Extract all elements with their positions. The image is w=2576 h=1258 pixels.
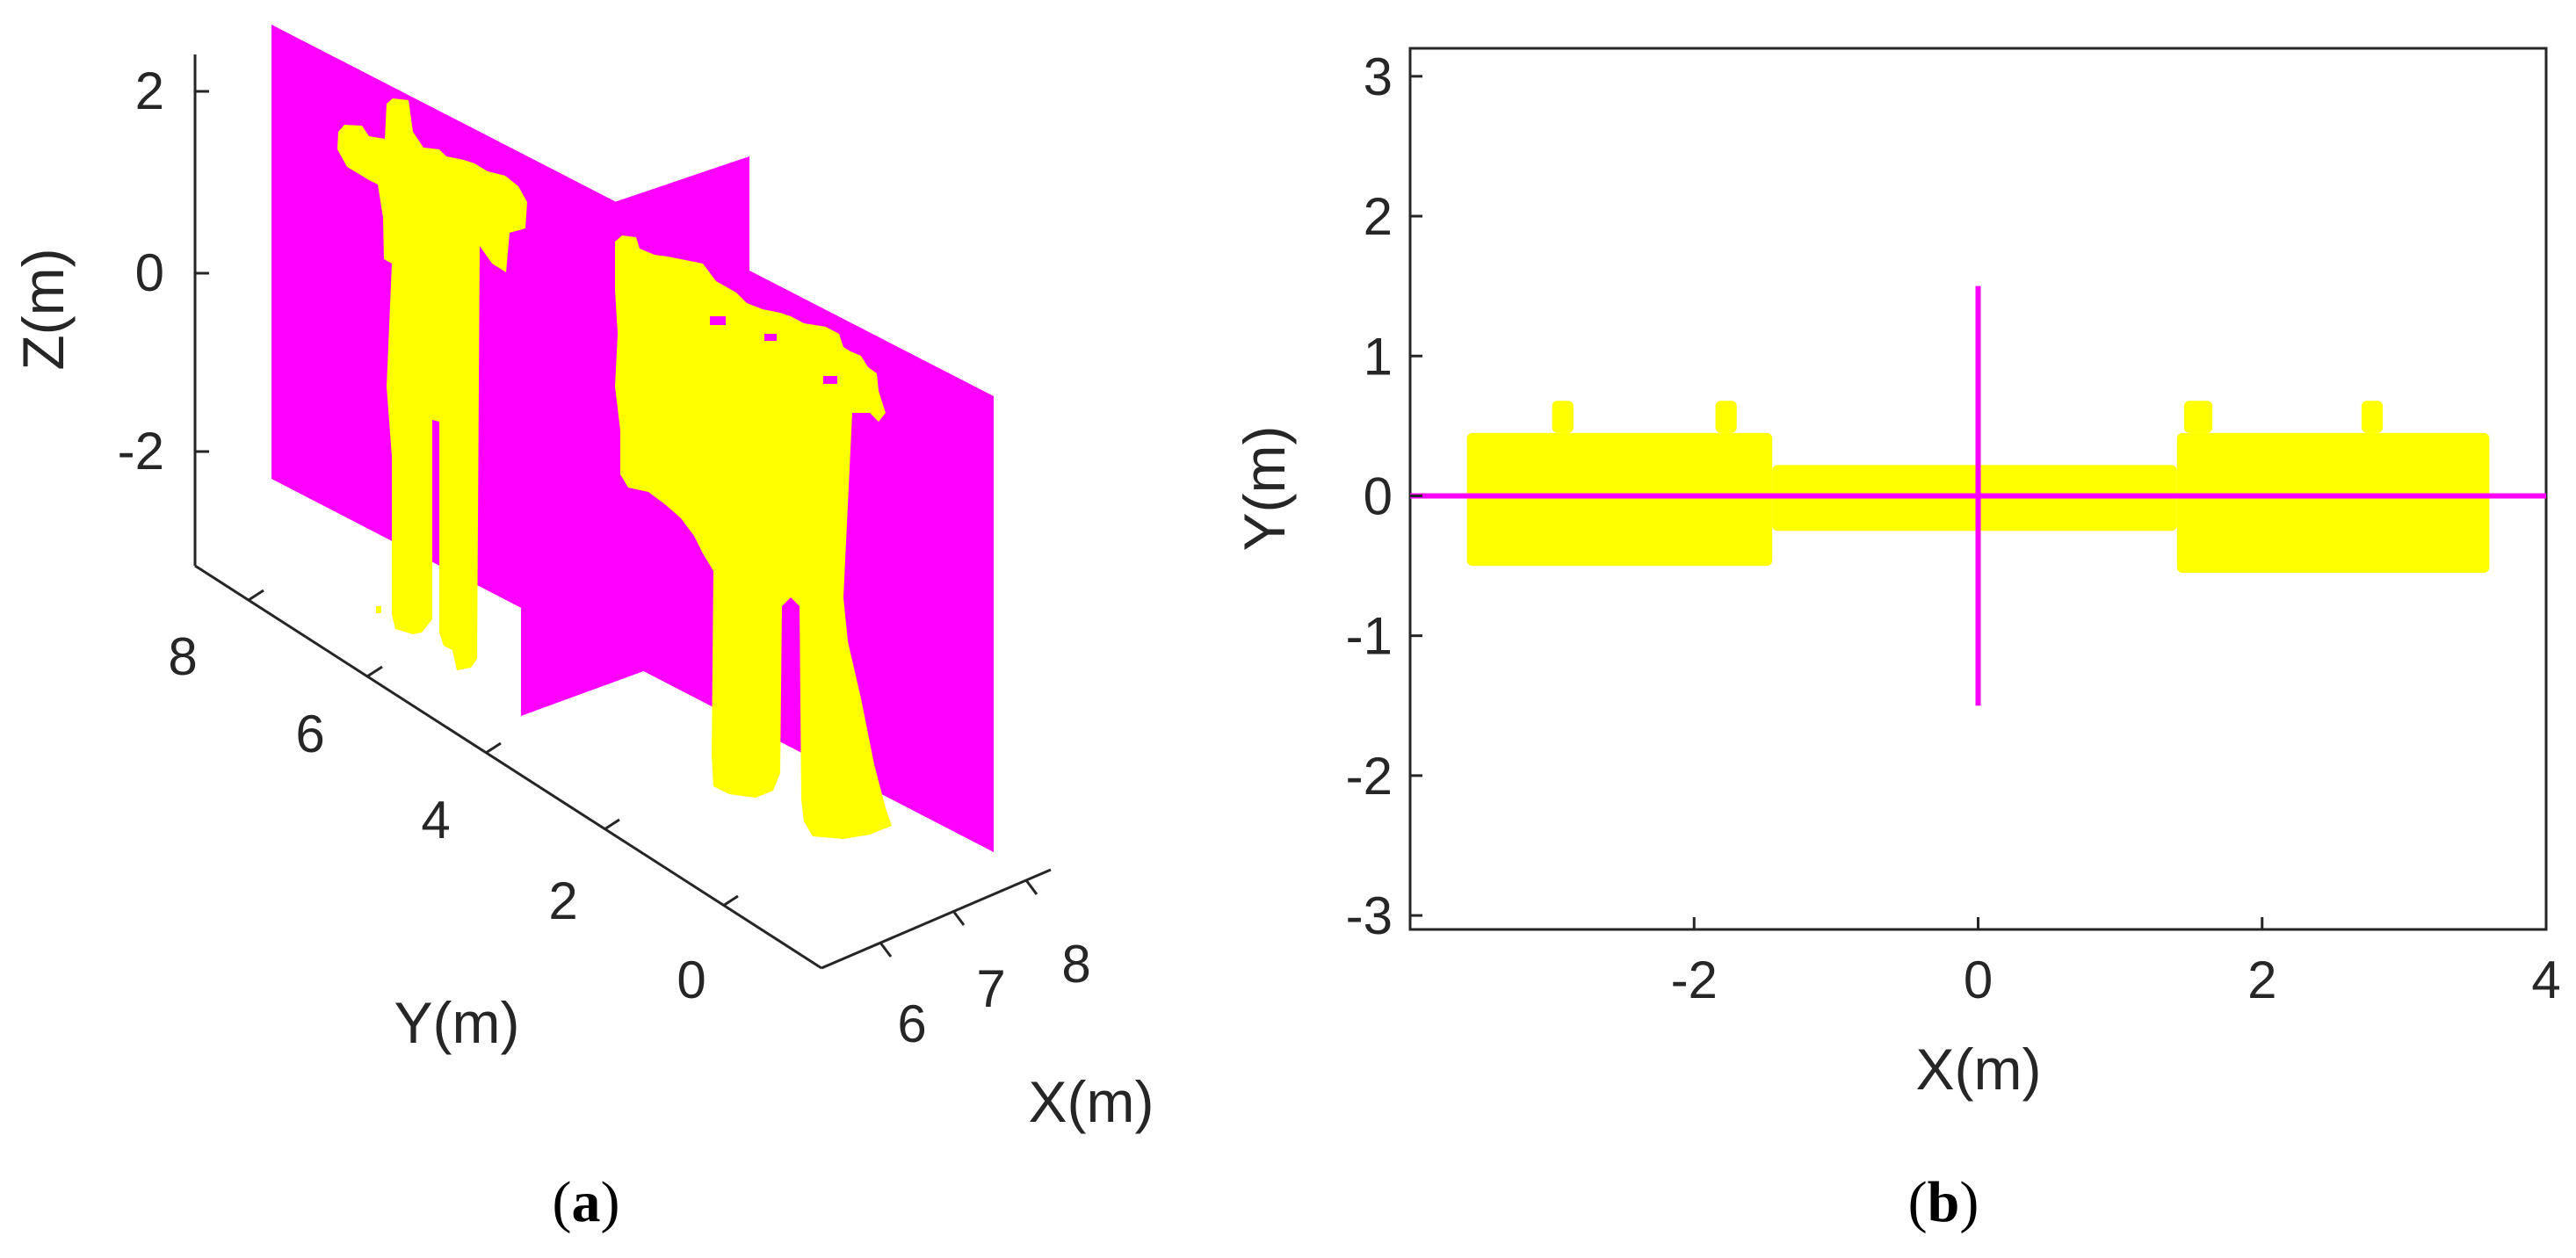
y-tick-label: 4 [421,791,450,850]
b-x-axis-label: X(m) [1916,1037,2042,1102]
y-ticks: 8 6 4 2 0 [168,589,739,1009]
b-y-tick-label: 0 [1364,466,1393,525]
z-ticks: 2 0 -2 [118,61,209,481]
point-cloud-gap [823,376,837,384]
point-cloud-left-block [1466,432,1773,567]
z-axis-label: Z(m) [11,248,76,370]
point-cloud-gap [764,334,777,341]
x-tick-label: 6 [897,994,926,1053]
y-tick-label: 2 [548,871,577,930]
point-cloud-gap [710,316,726,325]
point-cloud-tab [1715,401,1737,433]
y-axis-line [194,564,822,970]
panel-b-letter: b [1928,1170,1960,1234]
b-y-tick-label: -2 [1346,747,1393,806]
point-cloud-tab [2361,401,2384,433]
panel-a-caption: (a) [553,1170,620,1234]
y-tick-mark [366,665,383,678]
b-x-tick-label: 2 [2247,951,2276,1009]
point-cloud-left-tower-base [376,606,381,613]
x-axis-line [821,868,1052,970]
b-y-tick-label: 2 [1364,187,1393,246]
b-y-tick-label: -1 [1346,607,1393,666]
x-tick-mark [1024,879,1038,895]
b-y-axis-label: Y(m) [1232,426,1297,552]
y-tick-mark [722,894,739,907]
b-x-tick-label: 4 [2531,951,2560,1009]
point-cloud-tab [1552,401,1574,433]
y-tick-label: 6 [295,705,324,763]
x-axis-label: X(m) [1029,1069,1154,1134]
y-tick-mark [248,589,264,602]
panel-b-caption: (b) [1908,1170,1979,1234]
x-tick-label: 7 [976,959,1005,1018]
b-y-tick-label: -3 [1346,886,1393,945]
x-tick-mark [879,942,893,958]
z-tick-label: 2 [135,61,164,120]
b-x-tick-label: 0 [1964,951,1993,1009]
x-tick-mark [952,910,966,926]
panel-a: 2 0 -2 8 6 4 2 0 6 7 8 [11,25,1154,1234]
b-y-tick-label: 3 [1364,47,1393,106]
b-y-tick-label: 1 [1364,327,1393,386]
y-tick-mark [485,741,502,755]
z-tick-label: 0 [135,243,164,302]
point-cloud-right-tower [615,235,892,839]
b-x-tick-label: -2 [1671,951,1718,1009]
point-cloud-left-tower [337,98,527,670]
y-tick-label: 8 [168,627,197,686]
panel-b-ticks: -2 0 2 4 3 2 1 0 -1 -2 -3 [1346,47,2561,1009]
panel-a-letter: a [572,1170,601,1234]
x-tick-label: 8 [1061,935,1090,994]
y-tick-label: 0 [677,951,706,1009]
point-cloud-tab [2183,401,2213,433]
point-cloud-right-block [2176,432,2490,574]
panel-b-data [1410,286,2546,706]
y-tick-mark [604,818,620,831]
x-ticks: 6 7 8 [879,879,1091,1053]
y-axis-label: Y(m) [394,990,520,1055]
z-tick-label: -2 [118,422,164,481]
panel-b: -2 0 2 4 3 2 1 0 -1 -2 -3 X(m) Y(m) (b) [1232,47,2561,1234]
